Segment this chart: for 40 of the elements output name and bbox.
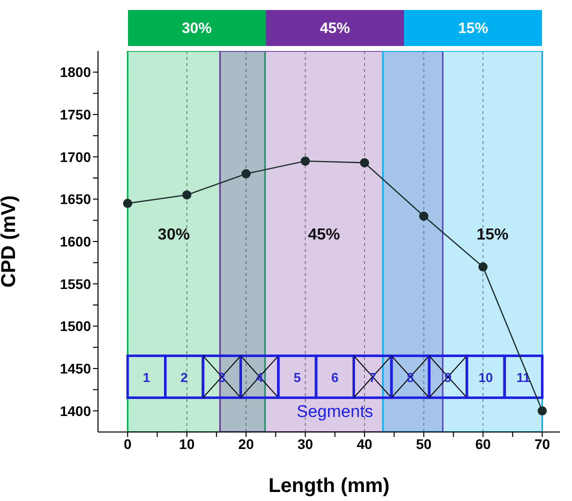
y-tick-label: 1750 (60, 106, 92, 122)
x-tick-label: 10 (179, 436, 195, 452)
y-tick-label: 1400 (60, 402, 92, 419)
y-tick-label: 1450 (60, 360, 92, 376)
band-label: 45% (320, 20, 350, 36)
x-tick-label: 70 (534, 436, 550, 452)
y-tick-label: 1800 (60, 64, 92, 80)
annotation: 45% (308, 226, 340, 244)
point (360, 158, 370, 168)
y-tick-label: 1500 (60, 318, 92, 334)
point (123, 198, 132, 208)
annotation: 2 (180, 370, 188, 385)
y-tick-label: 1700 (60, 148, 92, 165)
annotation: 5 (294, 370, 301, 385)
y-tick-label: 1600 (60, 233, 92, 250)
point (478, 262, 488, 272)
x-tick-label: 0 (124, 436, 132, 452)
point (182, 190, 192, 200)
annotation: 1 (142, 370, 150, 385)
annotation: 30% (158, 226, 190, 244)
x-tick-label: 40 (356, 436, 373, 452)
x-tick-label: 30 (298, 436, 314, 452)
point (538, 406, 547, 416)
x-tick-label: 60 (475, 436, 491, 452)
y-tick-label: 1550 (60, 276, 92, 292)
annotation: 10 (478, 370, 493, 385)
band-label: 15% (458, 20, 488, 36)
y-axis-title: CPD (mV) (0, 195, 20, 288)
band-label: 30% (182, 20, 212, 36)
y-tick-label: 1650 (60, 191, 92, 208)
point (419, 212, 428, 221)
annotation: Segments (296, 402, 374, 422)
annotation: 3 (218, 370, 226, 385)
point (241, 169, 251, 178)
x-tick-label: 20 (238, 436, 254, 452)
annotation: 15% (476, 226, 508, 244)
x-axis-title: Length (mm) (268, 475, 390, 497)
point (300, 156, 310, 166)
annotation: 6 (331, 370, 339, 385)
x-tick-label: 50 (416, 436, 432, 452)
